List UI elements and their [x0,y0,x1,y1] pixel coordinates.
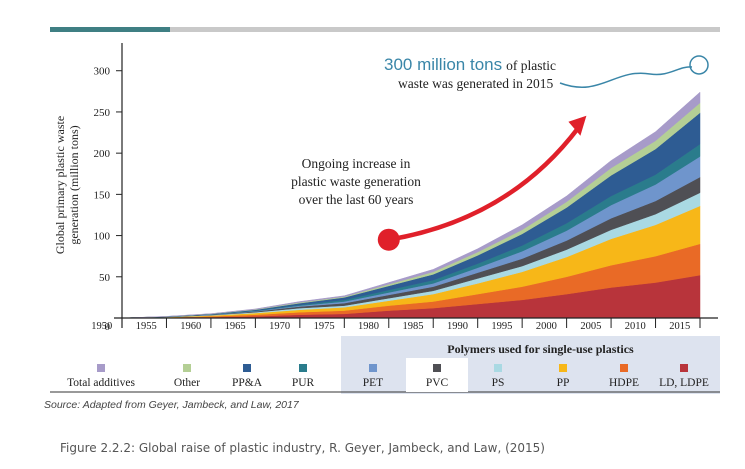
legend-swatch-pur [299,364,307,372]
figure-caption: Figure 2.2.2: Global raise of plastic in… [60,441,545,455]
legend-label-pet: PET [363,377,383,389]
legend-label-pp: PP [557,377,570,389]
legend-label-other: Other [174,377,200,389]
y-axis-title-line1: Global primary plastic waste [53,116,67,254]
legend-group-title: Polymers used for single-use plastics [447,342,634,356]
legend-swatch-pp-a [243,364,251,372]
legend-label-hdpe: HDPE [609,377,639,389]
x-tick-label: 1955 [136,321,157,332]
top-divider-bar [170,27,720,32]
y-axis-title-line2: generation (million tons) [67,125,81,244]
callout-highlight: 300 million tons [384,55,502,74]
legend-label-pur: PUR [292,377,315,389]
x-tick-label: 1950 [91,321,112,332]
y-axis-title: Global primary plastic waste generation (… [53,116,81,254]
callout-circle [689,55,709,75]
x-tick-label: 1980 [358,321,379,332]
callout-leader [559,66,693,88]
x-tick-label: 2000 [536,321,557,332]
legend-swatch-pet [369,364,377,372]
y-tick-label: 200 [94,148,111,160]
y-tick-label: 250 [94,107,111,119]
callout-text-line2: waste was generated in 2015 [398,76,553,91]
callout-rest: of plastic [506,58,556,73]
x-tick-label: 1995 [491,321,512,332]
x-tick-label: 2010 [625,321,646,332]
x-tick-label: 2015 [669,321,690,332]
callout-text: 300 million tons of plastic [384,55,556,74]
legend-group-band [341,336,720,394]
legend-swatch-hdpe [620,364,628,372]
x-tick-label: 1990 [447,321,468,332]
y-tick-label: 150 [94,189,111,201]
top-accent-bar [50,27,170,32]
trend-text-line1: Ongoing increase in [302,156,411,171]
legend-label-total-additives: Total additives [67,377,135,389]
legend-swatch-pp [559,364,567,372]
legend-swatch-pvc [433,364,441,372]
trend-arrow [388,126,581,242]
x-tick-label: 2005 [580,321,601,332]
x-tick-label: 1975 [314,321,335,332]
legend-swatch-ps [494,364,502,372]
legend-label-pvc: PVC [426,377,449,389]
legend-label-pp-a: PP&A [232,377,263,389]
area-series-total-additives [121,91,701,319]
legend-label-ps: PS [492,377,505,389]
trend-text-line2: plastic waste generation [291,174,421,189]
source-note: Source: Adapted from Geyer, Jambeck, and… [44,399,299,411]
y-tick-label: 50 [99,272,111,284]
legend-highlight-pvc [406,358,468,392]
trend-text-line3: over the last 60 years [299,192,414,207]
x-tick-label: 1970 [269,321,290,332]
trend-arrow-start-dot [377,228,400,251]
y-tick-label: 100 [94,231,111,243]
legend-swatch-other [183,364,191,372]
y-tick-label: 0 [105,321,111,333]
trend-arrow-head [568,115,587,136]
legend-swatch-ld-ldpe [680,364,688,372]
legend-swatch-total-additives [97,364,105,372]
y-tick-label: 300 [94,66,111,78]
x-tick-label: 1985 [403,321,424,332]
x-tick-label: 1965 [225,321,246,332]
x-tick-label: 1960 [180,321,201,332]
legend-label-ld-ldpe: LD, LDPE [659,377,709,389]
